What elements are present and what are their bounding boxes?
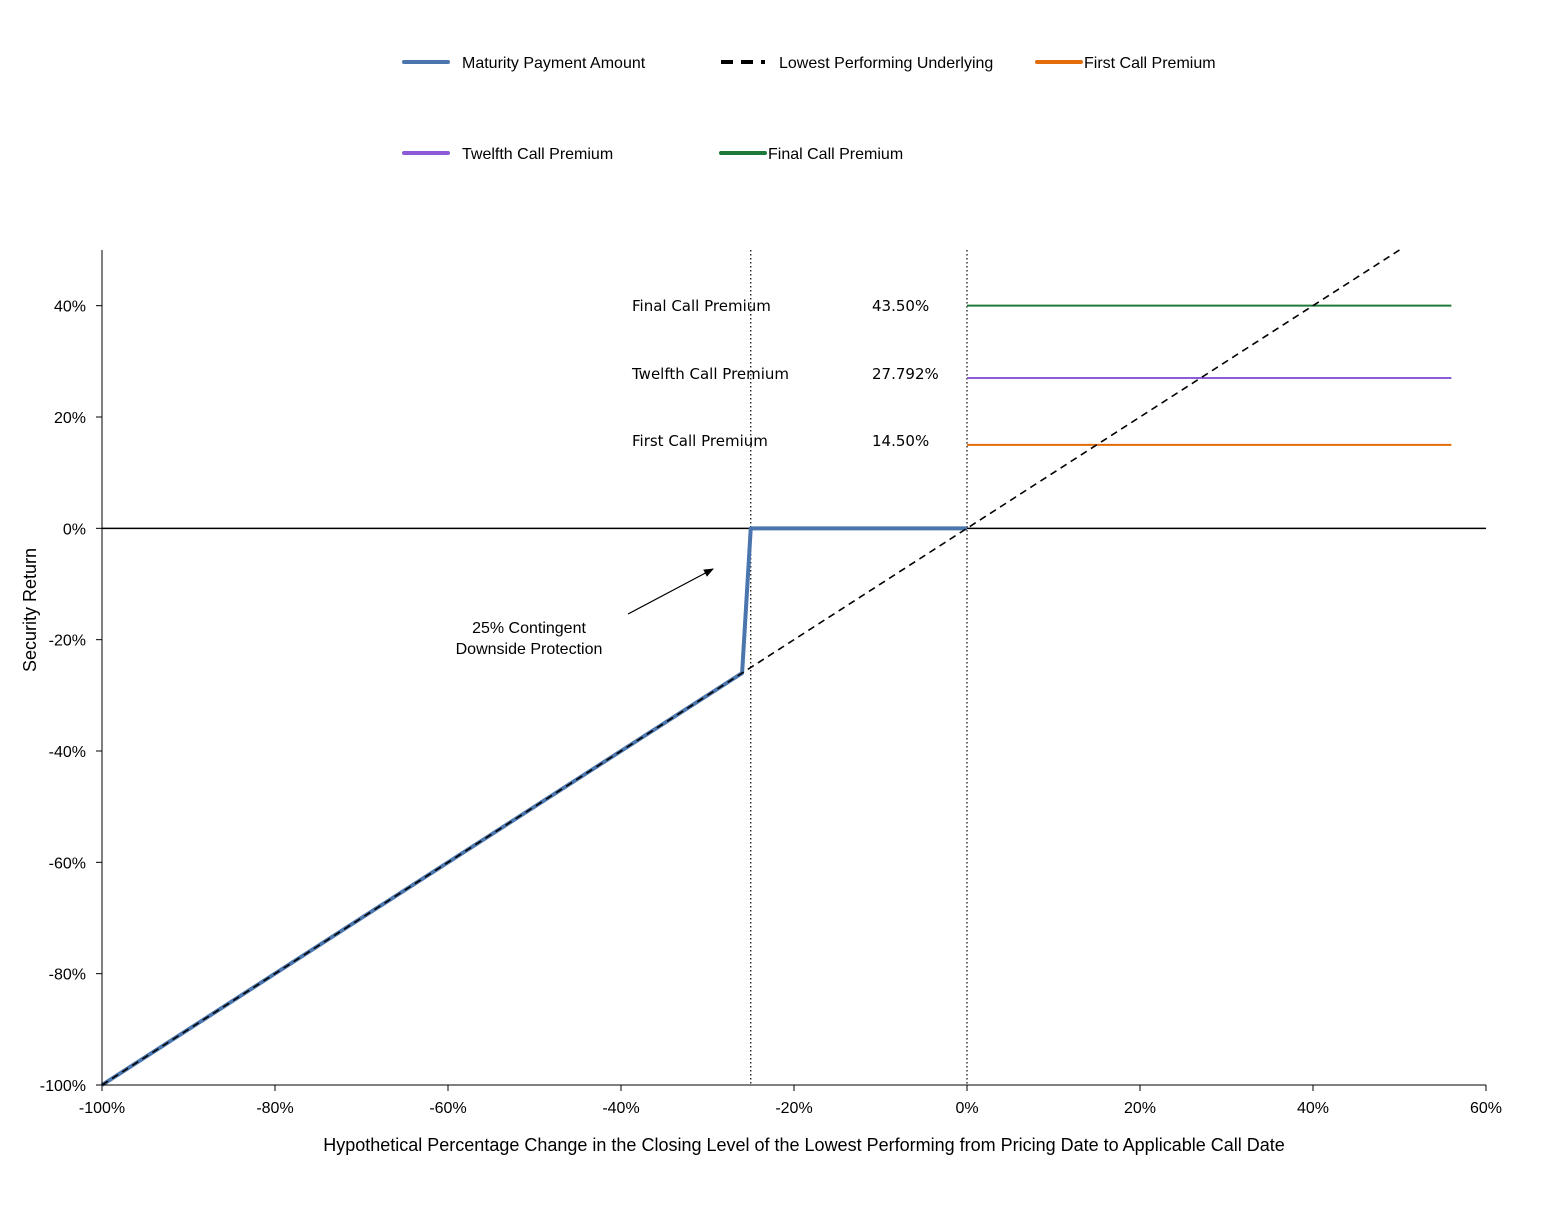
y-tick-label: -40%	[49, 744, 86, 761]
annotation-line-2: Downside Protection	[456, 641, 603, 658]
legend-label-maturity-payment-amount: Maturity Payment Amount	[462, 55, 646, 72]
axes: -100% -80% -60% -40% -20% 0% 20% 40% -100% -80% -6…	[40, 250, 1502, 1117]
premium-label-value: 14.50%	[872, 432, 929, 450]
premium-label-value: 27.792%	[872, 365, 939, 383]
legend: Maturity Payment Amount Lowest Performing…	[402, 55, 1216, 163]
x-tick-label: 0%	[955, 1100, 978, 1117]
y-tick-label: -20%	[49, 633, 86, 650]
series-layer	[100, 249, 1452, 1087]
x-tick-label: -60%	[429, 1100, 466, 1117]
legend-label-lowest-performing-underlying: Lowest Performing Underlying	[779, 55, 993, 72]
x-tick-label: 60%	[1470, 1100, 1502, 1117]
x-axis-title: Hypothetical Percentage Change in the Cl…	[323, 1135, 1285, 1155]
y-tick-label: 0%	[63, 521, 86, 538]
x-tick-label: 40%	[1297, 1100, 1329, 1117]
annotation: 25% Contingent Downside Protection	[456, 568, 714, 658]
premium-labels: Final Call Premium 43.50% Twelfth Call Pre…	[631, 297, 939, 450]
x-tick-label: 20%	[1124, 1100, 1156, 1117]
series-line-maturity-payment-amount	[100, 526, 967, 1087]
legend-label-twelfth-call-premium: Twelfth Call Premium	[462, 146, 613, 163]
x-tick-label: -100%	[79, 1100, 125, 1117]
y-axis-title: Security Return	[20, 548, 40, 672]
annotation-line-1: 25% Contingent	[472, 620, 586, 637]
premium-label-name: Twelfth Call Premium	[631, 365, 789, 383]
premium-label-name: First Call Premium	[632, 432, 768, 450]
legend-label-final-call-premium: Final Call Premium	[768, 146, 903, 163]
legend-label-first-call-premium: First Call Premium	[1084, 55, 1216, 72]
reference-lines	[102, 250, 1486, 1085]
premium-label-name: Final Call Premium	[632, 297, 771, 315]
y-tick-label: -80%	[49, 967, 86, 984]
y-tick-label: -60%	[49, 855, 86, 872]
x-tick-label: -20%	[775, 1100, 812, 1117]
annotation-arrow	[627, 568, 714, 615]
y-tick-label: 40%	[54, 299, 86, 316]
x-tick-label: -40%	[602, 1100, 639, 1117]
series-line-lowest-performing-underlying	[101, 249, 1400, 1086]
premium-label-value: 43.50%	[872, 297, 929, 315]
y-tick-label: -100%	[40, 1078, 86, 1095]
y-tick-label: 20%	[54, 410, 86, 427]
x-tick-label: -80%	[256, 1100, 293, 1117]
